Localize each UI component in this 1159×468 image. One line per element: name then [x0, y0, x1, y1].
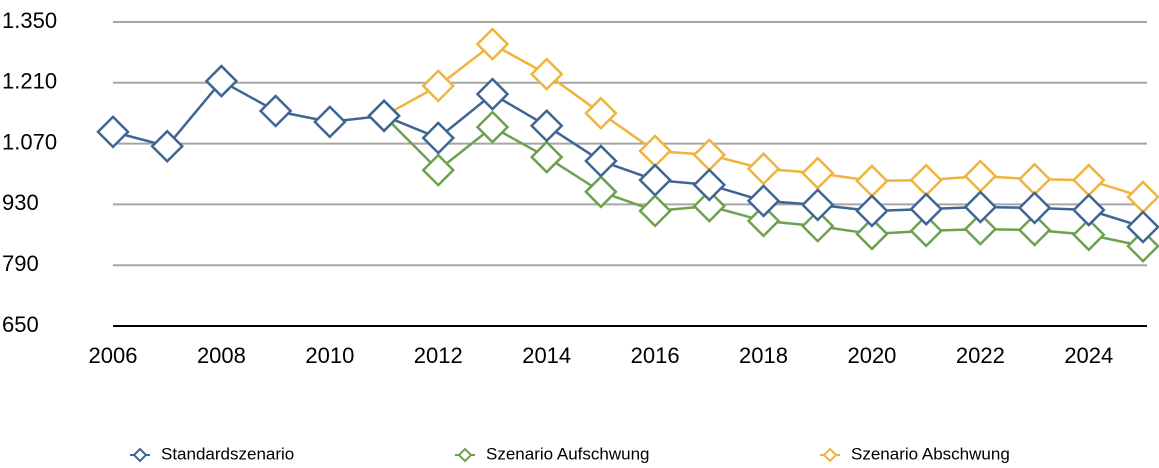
marker [638, 163, 672, 197]
marker [909, 192, 943, 226]
marker [367, 99, 401, 133]
marker [746, 152, 781, 186]
legend-marker [457, 447, 473, 463]
marker [692, 189, 727, 223]
marker [584, 96, 618, 130]
marker [1017, 213, 1052, 247]
x-tick-label: 2016 [631, 343, 680, 368]
marker [1017, 191, 1052, 225]
marker [1126, 210, 1159, 244]
marker [963, 159, 998, 193]
y-tick-label: 1.210 [2, 69, 57, 94]
marker [475, 77, 510, 111]
y-tick-label: 930 [2, 190, 39, 215]
marker [313, 105, 347, 139]
marker [746, 184, 781, 218]
marker [855, 217, 889, 251]
marker [96, 115, 130, 149]
legend-label: Szenario Aufschwung [486, 444, 650, 463]
marker [258, 94, 293, 128]
marker [855, 194, 889, 228]
y-tick-label: 790 [2, 251, 39, 276]
marker [800, 156, 835, 190]
marker [963, 212, 998, 246]
x-tick-label: 2020 [847, 343, 896, 368]
marker [1072, 163, 1106, 197]
marker [529, 140, 564, 174]
marker [421, 69, 456, 103]
marker [1072, 218, 1106, 252]
marker [746, 204, 781, 238]
marker [963, 190, 998, 224]
marker [421, 121, 456, 155]
marker [584, 175, 618, 209]
marker [638, 134, 672, 168]
marker [909, 163, 943, 197]
marker [584, 144, 618, 178]
x-tick-label: 2018 [739, 343, 788, 368]
marker [529, 109, 564, 143]
marker [800, 188, 835, 222]
x-tick-label: 2008 [197, 343, 246, 368]
y-tick-label: 1.350 [2, 8, 57, 33]
x-tick-label: 2012 [414, 343, 463, 368]
marker [1072, 193, 1106, 227]
marker [475, 27, 510, 61]
legend-marker [822, 447, 838, 463]
x-tick-label: 2014 [522, 343, 571, 368]
x-tick-label: 2010 [305, 343, 354, 368]
x-tick-label: 2006 [89, 343, 138, 368]
marker [1126, 180, 1159, 214]
marker [638, 194, 672, 228]
marker [800, 209, 835, 243]
marker [1126, 229, 1159, 263]
marker [150, 129, 184, 163]
marker [909, 214, 943, 248]
legend-marker [132, 447, 148, 463]
marker [692, 168, 727, 202]
legend-label: Standardszenario [161, 444, 294, 463]
legend-label: Szenario Abschwung [851, 444, 1010, 463]
x-tick-label: 2022 [956, 343, 1005, 368]
marker [855, 164, 889, 198]
marker [204, 64, 239, 98]
marker [421, 153, 456, 187]
marker [529, 57, 564, 91]
marker [475, 110, 510, 144]
x-tick-label: 2024 [1064, 343, 1113, 368]
marker [1017, 162, 1052, 196]
y-tick-label: 650 [2, 312, 39, 337]
y-tick-label: 1.070 [2, 129, 57, 154]
